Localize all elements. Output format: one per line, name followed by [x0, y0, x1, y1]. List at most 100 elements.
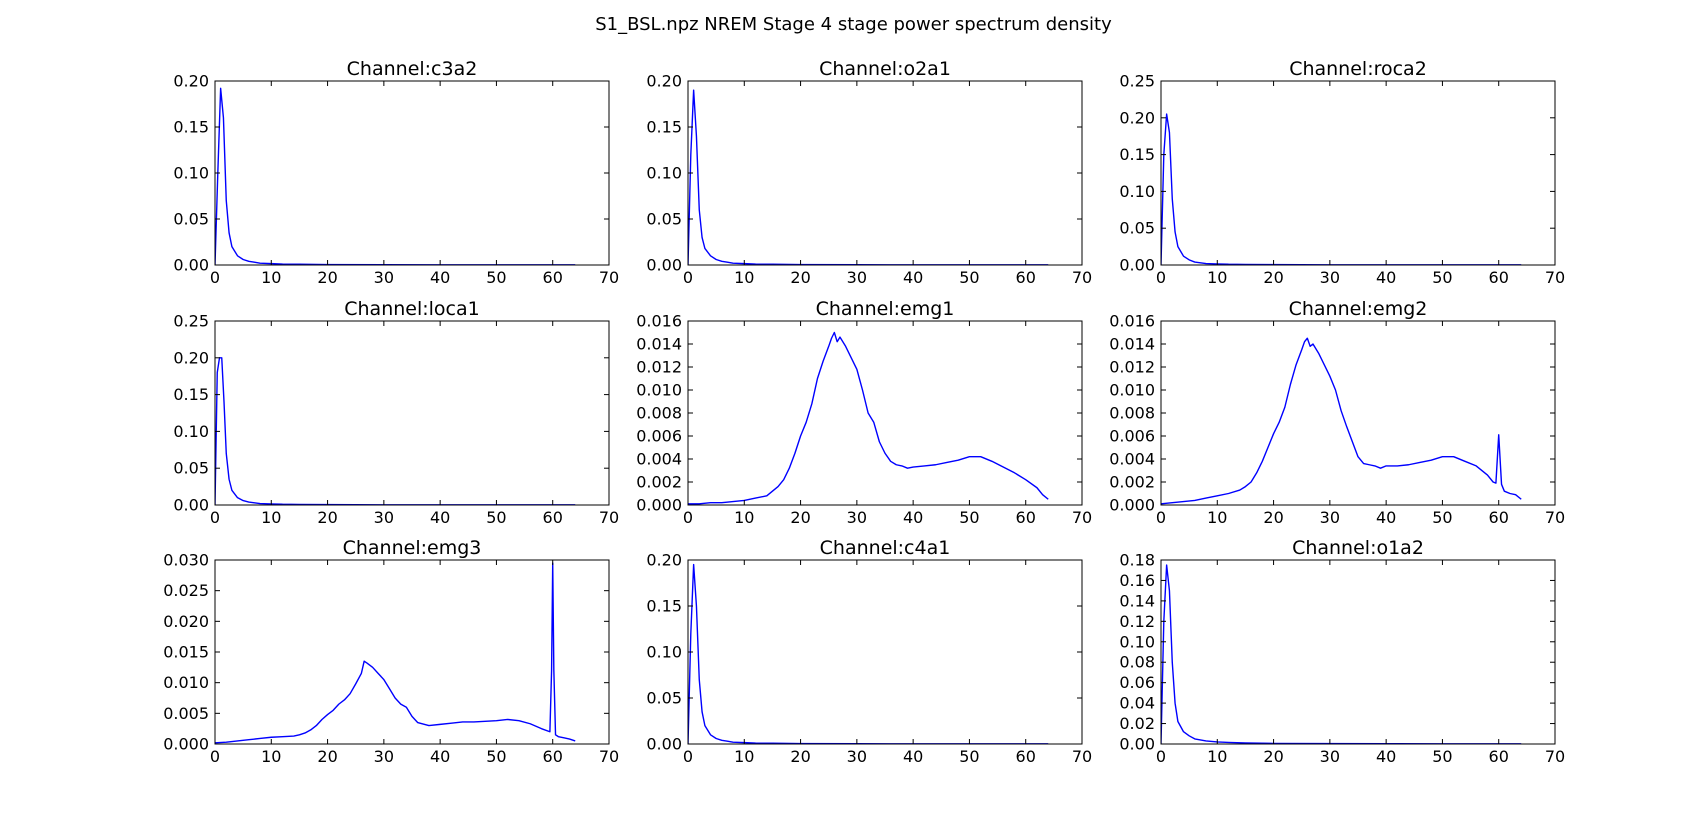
y-tick-label: 0.05	[173, 459, 209, 478]
x-tick-label: 30	[374, 268, 394, 287]
x-tick-label: 70	[599, 508, 619, 527]
x-tick-label: 0	[683, 747, 693, 766]
y-tick-label: 0.00	[646, 256, 682, 275]
subplot-title: Channel:emg1	[816, 298, 955, 320]
x-tick-label: 50	[959, 508, 979, 527]
y-tick-label: 0.25	[1119, 72, 1155, 91]
series-line	[215, 562, 576, 744]
y-tick-label: 0.10	[1119, 632, 1155, 651]
x-tick-label: 40	[430, 508, 450, 527]
x-tick-label: 60	[543, 747, 563, 766]
y-tick-label: 0.00	[646, 735, 682, 754]
y-tick-label: 0.010	[1109, 381, 1155, 400]
x-tick-label: 0	[1156, 508, 1166, 527]
y-tick-label: 0.016	[1109, 312, 1155, 331]
series-line	[688, 331, 1049, 505]
subplot-9: Channel:o1a2 0 10 20 30 40 50 60 70 0.00 0.020.04 0…	[1119, 537, 1565, 766]
y-tick-label: 0.025	[163, 581, 209, 600]
y-tick-label: 0.14	[1119, 591, 1155, 610]
subplot-4: Channel:loca1 0 10 20 30 40 50 60 70 0.00 0.05 0.10…	[173, 298, 619, 527]
y-tick-label: 0.000	[636, 496, 682, 515]
x-tick-label: 0	[210, 747, 220, 766]
x-tick-label: 10	[734, 508, 754, 527]
y-tick-label: 0.004	[636, 450, 682, 469]
y-tick-label: 0.08	[1119, 653, 1155, 672]
x-tick-label: 40	[903, 268, 923, 287]
x-tick-label: 30	[847, 747, 867, 766]
y-tick-label: 0.012	[1109, 358, 1155, 377]
y-tick-label: 0.20	[646, 72, 682, 91]
x-tick-label: 70	[1072, 268, 1092, 287]
x-tick-label: 20	[790, 747, 810, 766]
x-tick-label: 40	[903, 747, 923, 766]
y-tick-label: 0.18	[1119, 551, 1155, 570]
x-tick-label: 40	[430, 268, 450, 287]
y-tick-label: 0.02	[1119, 714, 1155, 733]
subplot-6: Channel:emg2 0 10 20 30 40 50 60 70 0.000 0.002 0.0…	[1109, 298, 1565, 527]
x-tick-label: 60	[1016, 747, 1036, 766]
x-tick-label: 30	[374, 508, 394, 527]
x-tick-label: 70	[599, 268, 619, 287]
x-tick-label: 70	[1545, 268, 1565, 287]
x-tick-label: 70	[1072, 508, 1092, 527]
subplot-title: Channel:loca1	[344, 298, 480, 320]
x-tick-label: 20	[1263, 508, 1283, 527]
y-tick-label: 0.020	[163, 612, 209, 631]
y-tick-label: 0.10	[1119, 182, 1155, 201]
x-tick-label: 70	[599, 747, 619, 766]
subplot-title: Channel:o1a2	[1292, 537, 1424, 559]
x-tick-label: 60	[1016, 268, 1036, 287]
subplot-title: Channel:c4a1	[820, 537, 951, 559]
x-tick-label: 60	[1489, 747, 1509, 766]
y-tick-label: 0.10	[646, 164, 682, 183]
x-tick-label: 20	[790, 508, 810, 527]
y-tick-label: 0.20	[646, 551, 682, 570]
y-tick-label: 0.016	[636, 312, 682, 331]
y-tick-label: 0.014	[636, 335, 682, 354]
x-tick-label: 70	[1545, 747, 1565, 766]
y-tick-label: 0.008	[1109, 404, 1155, 423]
x-tick-label: 40	[1376, 747, 1396, 766]
x-tick-label: 70	[1545, 508, 1565, 527]
y-tick-label: 0.15	[646, 597, 682, 616]
x-tick-label: 20	[317, 747, 337, 766]
x-tick-label: 60	[1016, 508, 1036, 527]
subplot-title: Channel:emg3	[343, 537, 482, 559]
x-tick-label: 50	[1432, 268, 1452, 287]
y-tick-label: 0.10	[173, 164, 209, 183]
subplot-title: Channel:o2a1	[819, 58, 951, 80]
x-tick-label: 30	[1320, 508, 1340, 527]
x-tick-label: 40	[430, 747, 450, 766]
y-tick-label: 0.000	[163, 735, 209, 754]
x-tick-label: 40	[1376, 268, 1396, 287]
x-tick-label: 30	[847, 508, 867, 527]
x-tick-label: 10	[734, 268, 754, 287]
y-tick-label: 0.004	[1109, 450, 1155, 469]
x-tick-label: 30	[1320, 747, 1340, 766]
subplots-grid: Channel:c3a2 0 10 20 30 40 50 60 70 0.00 0.05 0.10 0…	[163, 58, 1565, 766]
y-tick-label: 0.006	[636, 427, 682, 446]
y-tick-label: 0.04	[1119, 694, 1155, 713]
y-tick-label: 0.05	[1119, 219, 1155, 238]
x-tick-label: 50	[959, 747, 979, 766]
x-tick-label: 40	[1376, 508, 1396, 527]
y-tick-label: 0.05	[646, 689, 682, 708]
x-tick-label: 60	[1489, 268, 1509, 287]
x-tick-label: 50	[486, 508, 506, 527]
subplot-5: Channel:emg1 0 10 20 30 40 50 60 70 0.000 0.002 0.0…	[636, 298, 1092, 527]
y-tick-label: 0.15	[173, 118, 209, 137]
y-tick-label: 0.06	[1119, 673, 1155, 692]
y-tick-label: 0.15	[646, 118, 682, 137]
x-tick-label: 50	[486, 268, 506, 287]
x-tick-label: 50	[486, 747, 506, 766]
figure-title: S1_BSL.npz NREM Stage 4 stage power spec…	[595, 14, 1112, 35]
subplot-2: Channel:o2a1 0 10 20 30 40 50 60 70 0.00 0.05 0.10 0…	[646, 58, 1092, 287]
subplot-title: Channel:c3a2	[347, 58, 478, 80]
y-tick-label: 0.010	[163, 673, 209, 692]
series-line	[1161, 337, 1522, 505]
subplot-title: Channel:roca2	[1289, 58, 1427, 80]
x-tick-label: 0	[683, 268, 693, 287]
y-tick-label: 0.010	[636, 381, 682, 400]
x-tick-label: 10	[261, 268, 281, 287]
